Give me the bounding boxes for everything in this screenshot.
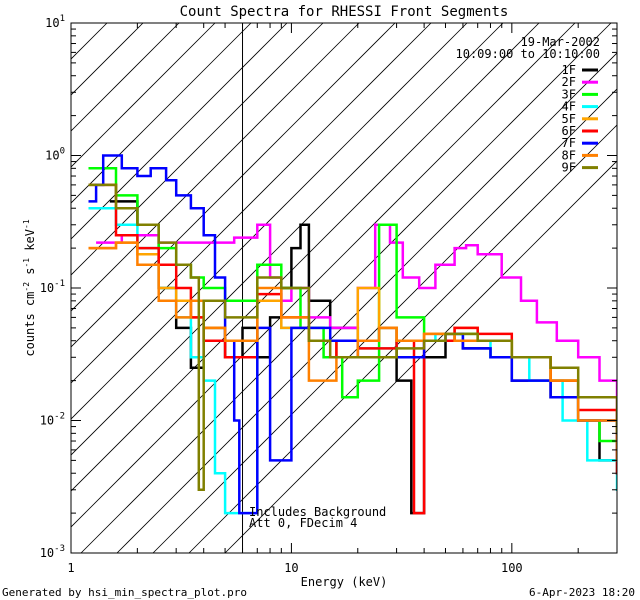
hatch-line bbox=[71, 23, 468, 420]
footer-timestamp: 6-Apr-2023 18:20 bbox=[529, 586, 635, 599]
legend-label: 2F bbox=[562, 75, 576, 89]
legend-label: 6F bbox=[562, 124, 576, 138]
legend-label: 3F bbox=[562, 87, 576, 101]
hatch-line bbox=[71, 23, 360, 312]
time-range-label: 10:09:00 to 10:10:00 bbox=[456, 47, 601, 61]
legend-label: 1F bbox=[562, 63, 576, 77]
legend-label: 8F bbox=[562, 148, 576, 162]
series-line-7F bbox=[88, 154, 617, 515]
hatch-line bbox=[116, 52, 617, 553]
series-line-6F bbox=[88, 183, 617, 515]
hatch-line bbox=[224, 160, 617, 553]
legend-label: 5F bbox=[562, 112, 576, 126]
x-tick-label: 1 bbox=[67, 561, 74, 575]
x-tick-label: 100 bbox=[501, 561, 523, 575]
hatch-line bbox=[80, 23, 612, 553]
hatch-line bbox=[71, 23, 216, 168]
hatch-line bbox=[71, 23, 396, 348]
chart-title: Count Spectra for RHESSI Front Segments bbox=[180, 4, 509, 20]
series-line-9F bbox=[88, 183, 617, 492]
background-note: Includes Background bbox=[249, 505, 386, 519]
y-axis-ticks: 10-3 10-2 10-1 100 101 bbox=[40, 14, 617, 560]
plot-frame bbox=[70, 22, 618, 554]
footer-generator: Generated by hsi_min_spectra_plot.pro bbox=[2, 586, 247, 599]
hatch-line bbox=[71, 23, 324, 276]
y-axis-label: counts cm-2 s-1 keV-1 bbox=[22, 219, 37, 356]
hatch-line bbox=[188, 124, 617, 553]
x-tick-label: 10 bbox=[284, 561, 298, 575]
y-tick-label: 10-1 bbox=[40, 279, 65, 295]
series-lines bbox=[88, 154, 617, 515]
y-tick-label: 100 bbox=[45, 147, 65, 163]
y-tick-label: 10-3 bbox=[40, 544, 65, 560]
y-tick-label: 101 bbox=[45, 14, 65, 30]
attenuator-note: Att 0, FDecim 4 bbox=[249, 516, 357, 530]
series-line-4F bbox=[88, 206, 617, 515]
hatch-line bbox=[71, 23, 252, 204]
date-label: 19-Mar-2002 bbox=[521, 35, 600, 49]
legend-label: 4F bbox=[562, 100, 576, 114]
x-axis-ticks: 1 10 100 bbox=[67, 23, 618, 575]
hatch-line bbox=[71, 23, 288, 240]
x-axis-label: Energy (keV) bbox=[301, 575, 388, 589]
hatched-region bbox=[71, 23, 617, 553]
series-line-8F bbox=[88, 241, 617, 462]
y-tick-label: 10-2 bbox=[40, 412, 65, 428]
legend-label: 9F bbox=[562, 161, 576, 175]
legend-label: 7F bbox=[562, 136, 576, 150]
hatch-line bbox=[71, 23, 180, 132]
hatch-line bbox=[71, 23, 504, 456]
series-line-5F bbox=[88, 241, 617, 462]
